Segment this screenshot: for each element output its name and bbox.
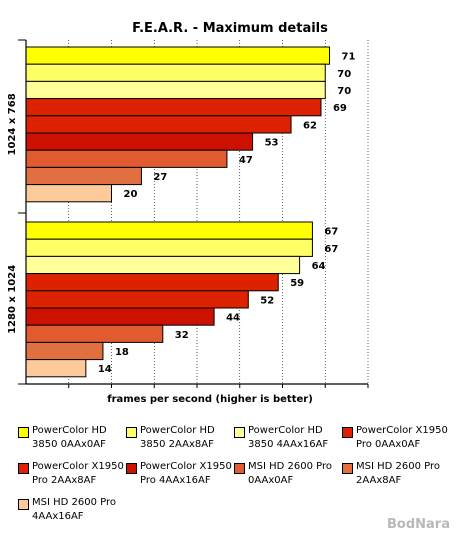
legend-label-line: MSI HD 2600 Pro	[32, 497, 116, 508]
bar	[25, 273, 279, 292]
legend-swatch	[234, 463, 245, 474]
legend-label: MSI HD 2600 Pro 0AAx0AF	[248, 460, 344, 488]
legend-swatch	[18, 463, 29, 474]
bar	[25, 221, 313, 240]
data-label: 14	[98, 364, 112, 375]
legend-label-line: PowerColor HD	[140, 425, 215, 436]
data-label: 67	[324, 244, 338, 255]
data-label: 70	[337, 69, 351, 80]
data-label: 20	[124, 189, 138, 200]
legend-swatch	[18, 427, 29, 438]
bar	[25, 80, 326, 100]
bar	[25, 238, 313, 257]
legend-label: PowerColor X1950 Pro 0AAx0AF	[356, 424, 452, 452]
bar	[25, 132, 254, 151]
legend-swatch	[342, 463, 353, 474]
bar	[25, 63, 326, 82]
bar	[25, 149, 228, 168]
legend-label-line: 2AAx8AF	[356, 475, 402, 486]
data-label: 53	[265, 138, 279, 149]
bar	[25, 166, 142, 186]
legend-label: PowerColor X1950 Pro 4AAx16AF	[140, 460, 236, 488]
data-label: 67	[324, 227, 338, 238]
legend-swatch	[126, 427, 137, 438]
legend-label-line: PowerColor X1950	[356, 425, 448, 436]
data-label: 62	[303, 120, 317, 131]
axes	[18, 39, 369, 388]
legend-label-line: Pro 4AAx16AF	[140, 475, 211, 486]
bar	[25, 98, 322, 117]
legend-label-line: PowerColor HD	[32, 425, 107, 436]
bar	[25, 307, 215, 326]
data-label: 70	[337, 86, 351, 97]
bar	[25, 341, 104, 361]
bar	[25, 290, 249, 309]
bar	[25, 255, 301, 275]
legend-label-line: PowerColor X1950	[32, 461, 124, 472]
legend-label-line: Pro 2AAx8AF	[32, 475, 97, 486]
legend-swatch	[234, 427, 245, 438]
data-label: 27	[153, 172, 167, 183]
data-label: 69	[333, 103, 347, 114]
data-label: 47	[239, 155, 253, 166]
legend-label-line: 3850 2AAx8AF	[140, 439, 214, 450]
watermark-logo: BodNara	[387, 517, 450, 532]
group-labels: 1024 x 768 1280 x 1024	[7, 93, 18, 334]
data-label: 18	[115, 347, 129, 358]
legend-label: PowerColor X1950 Pro 2AAx8AF	[32, 460, 128, 488]
legend-label-line: 3850 0AAx0AF	[32, 439, 106, 450]
legend-label-line: MSI HD 2600 Pro	[248, 461, 332, 472]
legend-label: MSI HD 2600 Pro 2AAx8AF	[356, 460, 452, 488]
legend-label-line: Pro 0AAx0AF	[356, 439, 421, 450]
data-label: 44	[226, 313, 240, 324]
bar	[25, 46, 331, 65]
legend-swatch	[342, 427, 353, 438]
x-axis-label: frames per second (higher is better)	[107, 394, 313, 405]
legend-label-line: 4AAx16AF	[32, 511, 84, 522]
group-label: 1280 x 1024	[7, 265, 18, 334]
legend-swatch	[126, 463, 137, 474]
legend-label: PowerColor HD 3850 2AAx8AF	[140, 424, 236, 452]
legend-label-line: 3850 4AAx16AF	[248, 439, 329, 450]
bar	[25, 115, 292, 134]
bar-chart: F.E.A.R. - Maximum details 71 70 70 69 62 53 4…	[7, 21, 369, 405]
legend-label-line: PowerColor HD	[248, 425, 323, 436]
legend-label-line: 0AAx0AF	[248, 475, 294, 486]
legend-label: PowerColor HD 3850 4AAx16AF	[248, 424, 344, 452]
legend-swatch	[18, 499, 29, 510]
data-label: 71	[342, 52, 356, 63]
legend-label-line: MSI HD 2600 Pro	[356, 461, 440, 472]
legend-label-line: PowerColor X1950	[140, 461, 232, 472]
data-label: 59	[290, 278, 304, 289]
chart-title: F.E.A.R. - Maximum details	[132, 21, 328, 36]
group-label: 1024 x 768	[7, 93, 18, 155]
data-label: 52	[260, 295, 274, 306]
bars	[25, 46, 331, 378]
bar	[25, 184, 112, 203]
bar	[25, 324, 164, 343]
legend-label: MSI HD 2600 Pro 4AAx16AF	[32, 496, 128, 524]
data-label: 64	[312, 261, 326, 272]
bar	[25, 359, 87, 378]
data-label: 32	[175, 330, 189, 341]
legend-label: PowerColor HD 3850 0AAx0AF	[32, 424, 128, 452]
